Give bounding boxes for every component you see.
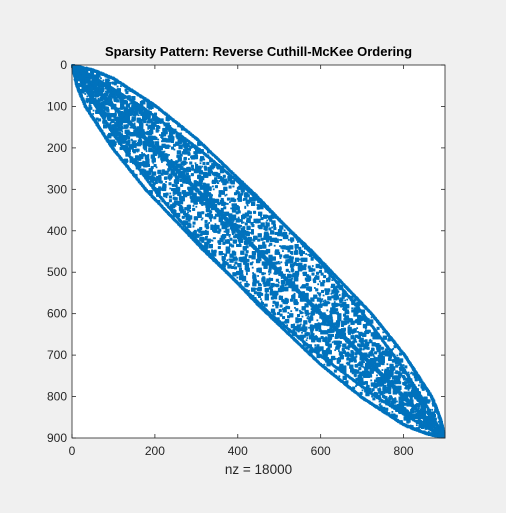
nonzero-marker bbox=[196, 191, 198, 193]
nonzero-marker bbox=[177, 169, 179, 171]
nonzero-marker bbox=[198, 189, 200, 191]
nonzero-marker bbox=[355, 350, 357, 352]
nonzero-marker bbox=[357, 348, 359, 350]
